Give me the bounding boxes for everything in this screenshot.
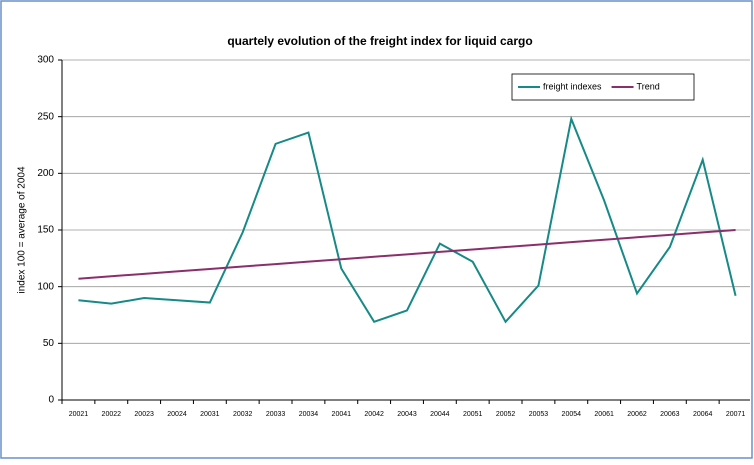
x-tick-label: 20043 xyxy=(397,411,417,418)
x-tick-label: 20054 xyxy=(562,411,582,418)
x-tick-label: 20022 xyxy=(102,411,122,418)
x-tick-label: 20041 xyxy=(332,411,352,418)
y-tick-label: 0 xyxy=(48,395,54,406)
x-tick-label: 20063 xyxy=(660,411,680,418)
y-tick-label: 100 xyxy=(37,281,54,292)
y-tick-label: 300 xyxy=(37,55,54,66)
x-tick-label: 20023 xyxy=(134,411,154,418)
x-tick-label: 20053 xyxy=(529,411,549,418)
x-tick-label: 20051 xyxy=(463,411,483,418)
x-tick-label: 20032 xyxy=(233,411,253,418)
x-tick-label: 20042 xyxy=(364,411,384,418)
legend-box xyxy=(511,73,695,101)
x-tick-label: 20062 xyxy=(627,411,647,418)
x-tick-label: 20031 xyxy=(200,411,220,418)
x-tick-label: 20071 xyxy=(726,411,746,418)
x-tick-label: 20033 xyxy=(266,411,286,418)
y-tick-label: 250 xyxy=(37,111,54,122)
x-tick-label: 20052 xyxy=(496,411,516,418)
y-tick-label: 50 xyxy=(43,338,55,349)
legend-label: freight indexes xyxy=(543,81,602,91)
y-axis-label: index 100 = average of 2004 xyxy=(17,166,28,293)
x-tick-label: 20034 xyxy=(299,411,319,418)
x-tick-label: 20061 xyxy=(594,411,614,418)
series-line xyxy=(78,115,737,324)
y-tick-label: 200 xyxy=(37,168,54,179)
x-tick-label: 20044 xyxy=(430,411,450,418)
series-line xyxy=(78,229,736,280)
legend-label: Trend xyxy=(637,81,660,91)
chart-title: quartely evolution of the freight index … xyxy=(227,34,532,48)
x-tick-label: 20064 xyxy=(693,411,713,418)
y-tick-label: 150 xyxy=(37,225,54,236)
x-tick-label: 20024 xyxy=(167,411,187,418)
x-tick-label: 20021 xyxy=(69,411,89,418)
